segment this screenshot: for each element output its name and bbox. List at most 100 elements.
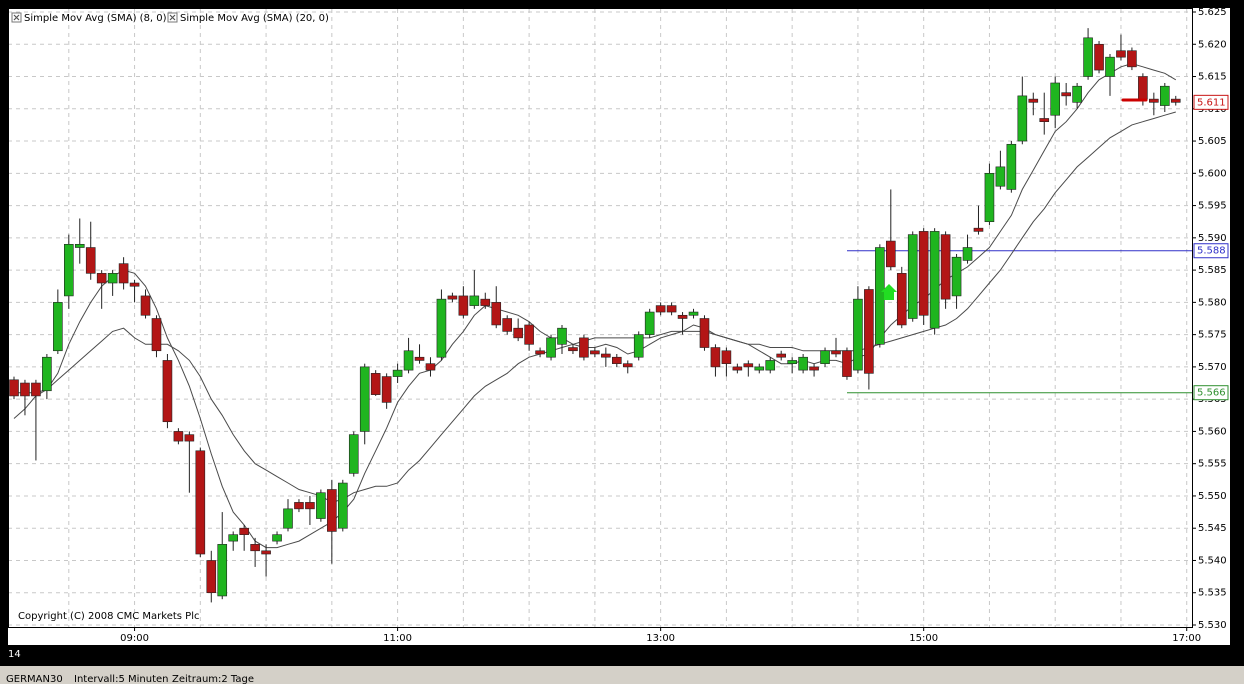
y-tick-label: 5.595 — [1198, 201, 1227, 212]
candle-body — [151, 318, 162, 352]
candle-body — [611, 356, 622, 364]
candle-body — [1127, 50, 1137, 68]
candle-body — [359, 366, 370, 432]
y-tick-label: 5.615 — [1198, 72, 1227, 83]
candle-body — [962, 247, 973, 261]
x-tick-label: 13:00 — [646, 633, 675, 644]
candle-body — [875, 247, 885, 345]
candle-body — [403, 350, 414, 371]
legend-label: Simple Mov Avg (SMA) (8, 0) — [24, 13, 167, 24]
candle-body — [107, 273, 118, 284]
candle-body — [622, 363, 633, 368]
instrument: GERMAN30 — [6, 674, 63, 684]
candle-body — [633, 334, 644, 358]
candle-body — [984, 173, 995, 223]
candle-body — [918, 231, 929, 316]
y-tick-label: 5.605 — [1198, 136, 1227, 147]
candle-body — [337, 482, 348, 529]
candle-body — [1017, 95, 1028, 142]
candle-body — [951, 256, 962, 297]
candle-body — [1061, 92, 1071, 97]
candle-body — [129, 282, 140, 287]
candle-body — [557, 327, 567, 345]
candle-body — [743, 363, 754, 368]
candle-body — [20, 382, 30, 397]
chart-panel — [8, 8, 1230, 645]
candle-body — [601, 353, 611, 358]
x-tick-label: 17:00 — [1172, 633, 1201, 644]
candle-body — [929, 231, 940, 329]
legend-label: Simple Mov Avg (SMA) (20, 0) — [180, 13, 329, 24]
candle-body — [348, 434, 359, 474]
candle-body — [885, 240, 896, 268]
candle-body — [798, 356, 808, 371]
buy-arrow — [881, 284, 897, 300]
candle-body — [469, 295, 480, 306]
candle-body — [590, 350, 600, 355]
candle-body — [480, 298, 491, 306]
level-label: 5.566 — [1197, 388, 1226, 399]
candle-body — [381, 376, 392, 403]
candle-body — [776, 353, 787, 358]
candle-body — [140, 295, 151, 316]
candle-body — [973, 227, 984, 232]
candle-body — [721, 350, 732, 364]
candle-body — [206, 560, 217, 594]
candle-body — [31, 382, 41, 397]
candle-body — [940, 234, 951, 300]
candle-body — [732, 366, 743, 371]
candle-body — [666, 305, 677, 313]
candle-body — [239, 527, 249, 535]
copyright: Copyright (C) 2008 CMC Markets Plc — [18, 611, 199, 622]
y-tick-label: 5.550 — [1198, 491, 1227, 502]
candle-body — [546, 337, 556, 358]
candle-body — [316, 492, 326, 519]
y-tick-label: 5.590 — [1198, 233, 1227, 244]
plot-frame — [8, 8, 1193, 628]
candle-body — [1072, 85, 1082, 103]
candle-body — [173, 431, 184, 442]
candle-body — [42, 356, 52, 392]
candle-body — [579, 337, 589, 358]
level-label-box — [1193, 385, 1229, 401]
candle-body — [53, 302, 63, 352]
candle-body — [864, 289, 874, 374]
x-tick-label: 11:00 — [383, 633, 412, 644]
candle-body — [9, 379, 19, 397]
candle-body — [754, 366, 765, 371]
candle-body — [831, 350, 841, 355]
candle-body — [195, 450, 206, 555]
candle-body — [513, 327, 523, 339]
y-tick-label: 5.600 — [1198, 168, 1227, 179]
candle-body — [447, 295, 458, 300]
candle-body — [327, 489, 337, 532]
candle-body — [524, 324, 534, 345]
period: Zeitraum:2 Tage — [172, 674, 254, 684]
level-label: 5.588 — [1197, 246, 1226, 257]
y-tick-label: 5.580 — [1198, 297, 1227, 308]
candle-body — [261, 550, 271, 555]
y-tick-label: 5.570 — [1198, 362, 1227, 373]
candle-body — [392, 369, 403, 377]
candle-body — [1160, 85, 1170, 106]
y-tick-label: 5.620 — [1198, 39, 1227, 50]
candle-body — [995, 166, 1006, 187]
date-label: 14 — [8, 649, 21, 660]
candle-body — [96, 273, 107, 284]
candle-body — [535, 350, 545, 355]
candle-body — [294, 502, 304, 510]
candle-body — [1138, 76, 1148, 100]
y-tick-label: 5.585 — [1198, 265, 1227, 276]
candle-body — [436, 298, 447, 358]
candle-body — [414, 356, 425, 361]
candle-body — [118, 263, 129, 284]
candle-body — [688, 311, 699, 316]
candle-body — [842, 350, 852, 377]
candle-body — [644, 311, 655, 335]
marks — [9, 28, 1192, 603]
candle-body — [699, 318, 710, 348]
candle-body — [710, 347, 721, 368]
candle-body — [809, 366, 819, 371]
candle-body — [677, 314, 688, 319]
